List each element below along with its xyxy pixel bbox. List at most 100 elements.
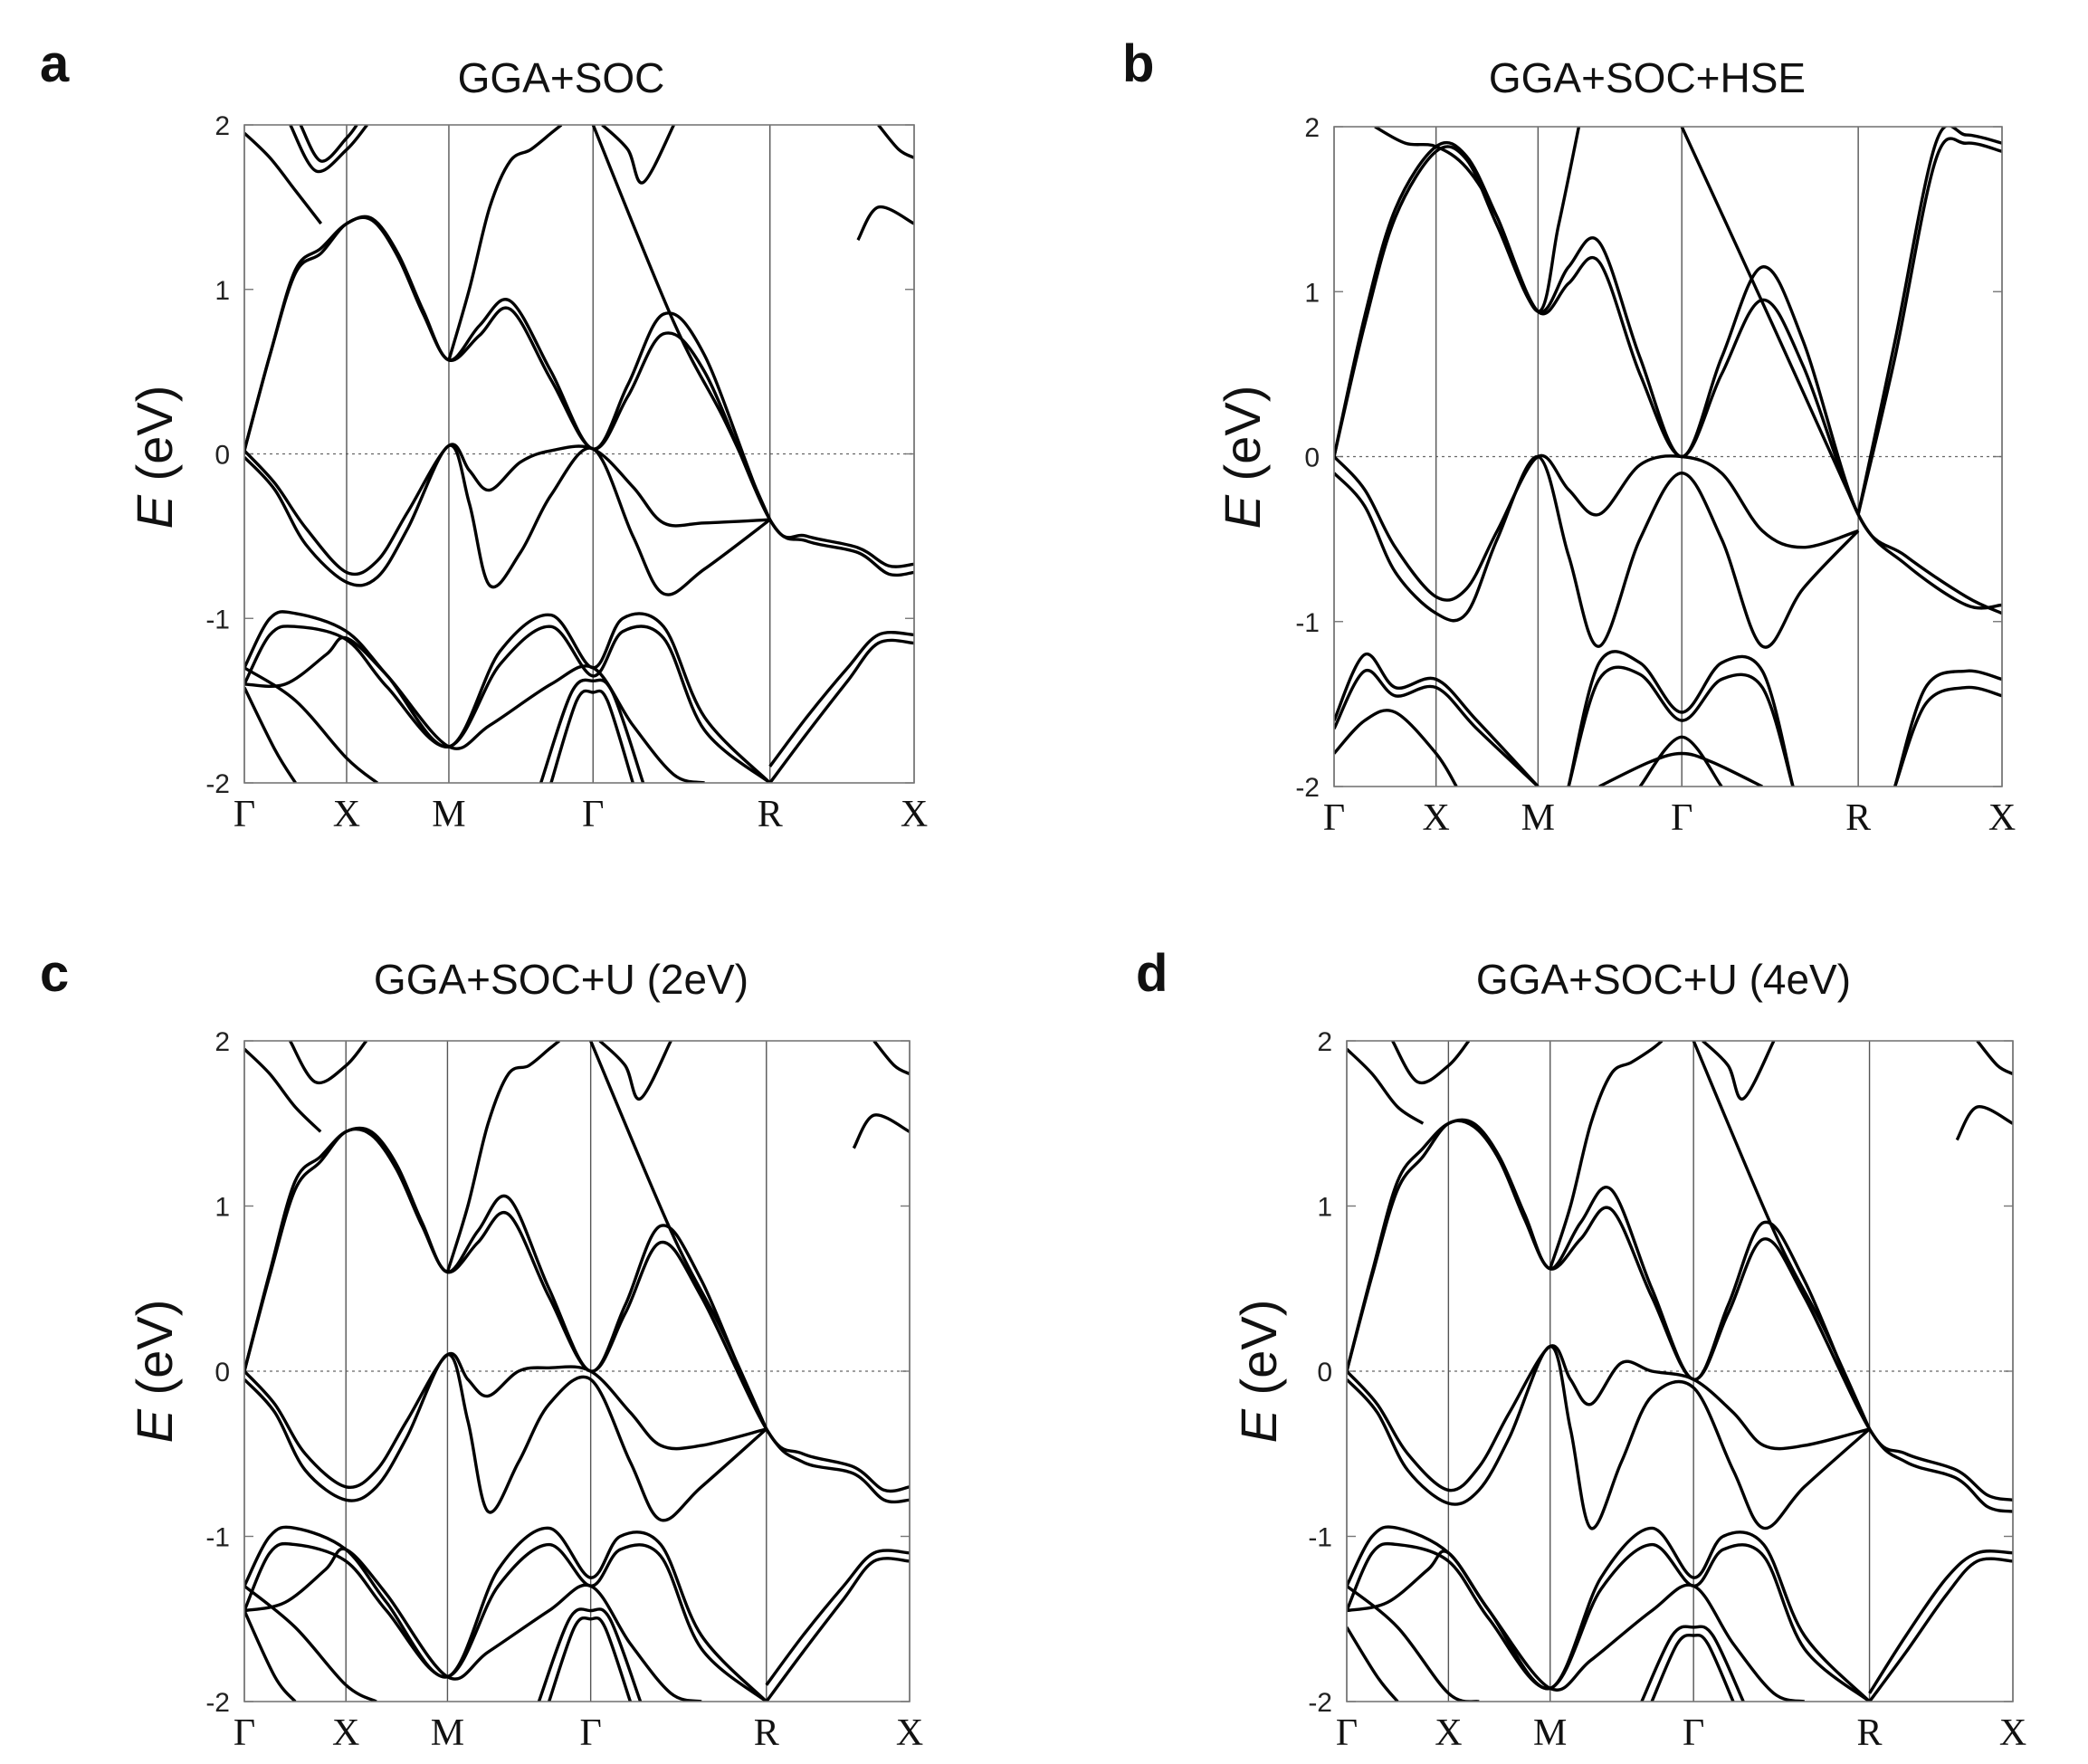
panel-c-band-line [589,1041,768,1430]
panel-c-y-axis-label: E (eV) [126,1300,183,1444]
panel-c-kpoint-label: X [332,1712,359,1754]
panel-b-band-line [1680,127,1860,515]
panel-c-band-line [537,1607,643,1702]
panel-b-y-axis-unit: (eV) [1214,386,1271,495]
panel-d-band-line [1692,1041,1872,1430]
panel-d-plot-area: 210-1-2Γ X M Γ R X [1308,1027,2026,1754]
panel-b-title: GGA+SOC+HSE [1489,54,1806,101]
panel-d-kpoint-label: Γ [1336,1712,1358,1754]
panel-a-plot-area: 210-1-2Γ X M Γ R X [205,111,928,835]
panel-c-band-line [872,1041,910,1076]
panel-a-ytick-label: 2 [215,111,230,141]
panel-a-title: GGA+SOC [458,54,665,101]
panel-d: d GGA+SOC+U (4eV) E (eV) 210-1-2Γ X M Γ R X [1136,944,2026,1754]
panel-a-band-line [244,215,914,568]
panel-d-axes-frame [1346,1040,2014,1702]
panel-c-bands [244,1041,910,1702]
panel-b: b GGA+SOC+HSE E (eV) 210-1-2Γ X M Γ R X [1122,34,2016,839]
panel-b-kpoint-label: X [1422,797,1449,839]
panel-b-kpoint-label: Γ [1323,797,1345,839]
panel-d-y-axis-label: E (eV) [1230,1300,1287,1444]
panel-letter-b: b [1122,34,1154,93]
panel-d-band-line [1702,1041,1776,1101]
panel-b-y-axis-symbol: E [1214,494,1271,529]
panel-b-band-line [1893,685,2002,787]
panel-b-band-line [1334,669,1540,787]
panel-d-kpoint-label: X [1999,1712,2026,1754]
panel-d-bands [1347,1041,2013,1702]
panel-d-band-line [1347,1626,1399,1702]
panel-b-band-line [1598,751,1763,787]
panel-a-band-line [244,610,771,783]
panel-d-band-line [1347,1119,2013,1513]
panel-a-axes-frame [243,124,915,784]
panel-a-kpoint-label: X [901,794,928,835]
panel-c-title: GGA+SOC+U (2eV) [374,956,748,1003]
panel-a-band-line [447,125,563,361]
panel-d-band-line [1347,1584,1480,1702]
panel-a-band-line [244,686,297,783]
panel-a-kpoint-label: X [333,794,360,835]
panel-c-band-line [244,1127,910,1504]
panel-c-ytick-label: -2 [205,1688,230,1718]
panel-d-ytick-label: 0 [1317,1358,1332,1387]
panel-c-band-line [244,1584,377,1702]
panel-a-band-line [244,215,914,577]
panel-a-band-line [877,125,914,159]
panel-a-band-line [244,625,771,783]
panel-a-band-line [244,443,770,577]
panel-c-band-line [244,1541,768,1702]
panel-b-ytick-label: 1 [1304,278,1320,308]
panel-d-ytick-label: 2 [1317,1027,1332,1057]
panel-c-ytick-label: -1 [205,1523,230,1553]
panel-b-band-line [1334,145,2002,615]
panel-d-band-line [1347,1047,1425,1125]
panel-b-ytick-label: -1 [1295,608,1320,638]
panel-a-kpoint-label: Γ [234,794,255,835]
panel-a-band-line [768,638,914,783]
panel-d-band-line [1650,1633,1735,1702]
panel-d-band-line [1347,1549,1806,1702]
panel-a-ytick-label: 1 [215,276,230,306]
panel-d-kpoint-label: M [1533,1712,1567,1754]
panel-c-kpoint-label: X [896,1712,923,1754]
panel-c-plot-area: 210-1-2Γ X M Γ R X [205,1027,923,1754]
panel-c-kpoint-label: Γ [580,1712,602,1754]
panel-c-band-line [765,1557,910,1702]
panel-a-band-line [601,125,676,185]
panel-b-kpoint-label: M [1521,797,1555,839]
panel-a-ytick-label: -1 [205,605,230,634]
panel-c-band-line [445,1041,560,1273]
panel-d-band-line [1347,1541,1871,1702]
panel-a-kpoint-label: R [758,794,783,835]
panel-a-band-line [299,125,358,163]
panel-a-y-axis-label: E (eV) [126,386,183,529]
panel-b-band-line [1334,709,1458,787]
panel-b-band-line [1856,137,2002,515]
panel-c-band-line [852,1113,910,1149]
panel-d-band-line [1347,1118,2013,1502]
panel-b-band-line [1374,127,1581,313]
panel-c-band-line [244,1353,768,1522]
panel-c-band-line [289,1041,368,1085]
panel-c-y-axis-unit: (eV) [126,1300,183,1409]
panel-c-band-line [244,1047,322,1133]
panel-b-kpoint-label: X [1988,797,2016,839]
panel-c-band-line [547,1616,633,1702]
panel-b-band-line [1893,669,2002,787]
panel-b-ytick-label: 0 [1304,443,1320,473]
panel-a-band-line [244,131,323,225]
panel-c-band-line [244,1609,297,1702]
panel-b-kpoint-label: R [1845,797,1871,839]
panel-letter-a: a [40,34,70,93]
panel-c-kpoint-label: M [431,1712,464,1754]
panel-d-band-line [1549,1041,1664,1270]
panel-c-ytick-label: 2 [215,1027,230,1057]
panel-b-band-line [1856,127,2002,515]
panel-d-ytick-label: -2 [1308,1688,1332,1718]
panel-d-band-line [1976,1041,2013,1076]
panel-a-kpoint-label: M [432,794,465,835]
panel-c-ytick-label: 1 [215,1193,230,1223]
panel-a-band-line [289,125,368,174]
